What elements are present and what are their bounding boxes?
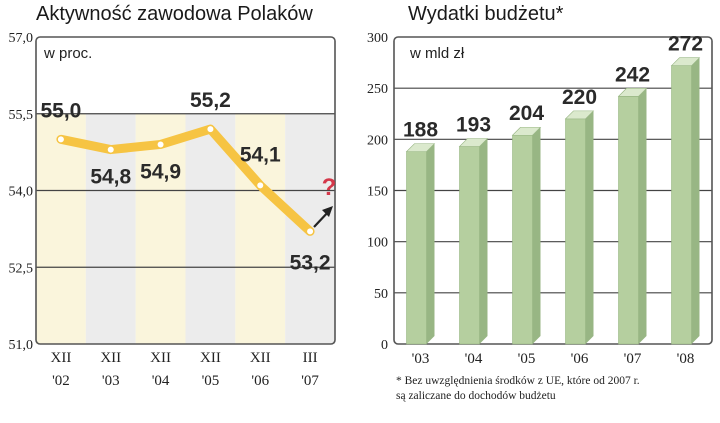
- activity-x-tick-line2: '05: [202, 373, 220, 389]
- budget-chart-x-ticks: '03 '04 '05 '06 '07 '08: [412, 351, 695, 367]
- activity-point-2: [157, 141, 164, 148]
- activity-y-tick: 54,0: [9, 185, 34, 200]
- activity-chart: Aktywność zawodowa Polaków w proc. 51,05…: [9, 3, 337, 389]
- budget-chart-frame: [393, 36, 713, 345]
- budget-y-tick: 0: [381, 338, 388, 353]
- activity-chart-frame: [35, 36, 336, 345]
- activity-x-tick-line2: '07: [301, 373, 319, 389]
- activity-band-0: [36, 113, 86, 344]
- activity-band-2: [135, 113, 186, 344]
- activity-x-tick-line1: III: [303, 350, 318, 366]
- activity-series-line: [56, 124, 315, 236]
- budget-chart-title: Wydatki budżetu*: [408, 3, 564, 25]
- activity-data-label-4: 54,1: [240, 143, 281, 166]
- budget-data-label-2: 204: [509, 102, 544, 125]
- budget-chart-data-labels: 188 193 204 220 242 272: [403, 33, 703, 142]
- activity-chart-x-ticks: XII '02 XII '03 XII '04 XII '05 XII '06 III '07: [51, 350, 320, 389]
- activity-y-tick: 51,0: [9, 338, 34, 353]
- activity-x-tick-line1: XII: [100, 350, 121, 366]
- activity-chart-series: [56, 124, 315, 236]
- activity-point-5: [307, 228, 314, 235]
- budget-chart: Wydatki budżetu* w mld zł 0 50 100 150 200 25…: [367, 3, 713, 402]
- budget-bar-5: [670, 57, 701, 345]
- budget-y-tick: 300: [367, 31, 388, 46]
- activity-chart-y-ticks: 51,0 52,5 54,0 55,5 57,0: [9, 31, 34, 353]
- activity-x-tick-line1: XII: [51, 350, 72, 366]
- budget-data-label-3: 220: [562, 86, 597, 109]
- activity-chart-data-labels: 55,0 54,8 54,9 55,2 54,1 53,2: [40, 89, 330, 274]
- budget-y-tick: 100: [367, 236, 388, 251]
- budget-x-tick-5: '08: [677, 351, 695, 367]
- budget-data-label-1: 193: [456, 113, 491, 136]
- activity-x-tick-line2: '06: [251, 373, 269, 389]
- activity-data-label-1: 54,8: [90, 166, 131, 189]
- activity-x-tick-line2: '02: [52, 373, 70, 389]
- activity-data-label-3: 55,2: [190, 89, 231, 112]
- budget-y-tick: 50: [374, 287, 388, 302]
- activity-x-tick-line2: '03: [102, 373, 120, 389]
- activity-data-label-2: 54,9: [140, 160, 181, 183]
- budget-bar-4: [617, 88, 648, 345]
- budget-x-tick-4: '07: [624, 351, 642, 367]
- activity-chart-bands: [36, 113, 335, 344]
- budget-chart-bars: [405, 57, 701, 345]
- budget-x-tick-3: '06: [571, 351, 589, 367]
- budget-y-tick: 150: [367, 185, 388, 200]
- budget-chart-unit: w mld zł: [409, 45, 465, 62]
- budget-chart-footnote-line-1: * Bez uwzględnienia środków z UE, które …: [396, 375, 640, 387]
- budget-y-tick: 250: [367, 82, 388, 97]
- budget-x-tick-1: '04: [465, 351, 483, 367]
- activity-point-1: [107, 146, 114, 153]
- activity-x-tick-line1: XII: [200, 350, 221, 366]
- activity-data-label-0: 55,0: [40, 99, 81, 122]
- budget-data-label-4: 242: [615, 63, 650, 86]
- activity-band-4: [235, 113, 286, 344]
- activity-y-tick: 52,5: [9, 261, 34, 276]
- budget-bar-3: [564, 110, 595, 345]
- budget-bar-0: [405, 143, 436, 345]
- activity-chart-question-mark: ?: [322, 174, 337, 201]
- trend-arrow-icon: [313, 206, 333, 228]
- budget-x-tick-2: '05: [518, 351, 536, 367]
- budget-data-label-5: 272: [668, 33, 703, 56]
- budget-bar-2: [511, 126, 542, 345]
- budget-data-label-0: 188: [403, 119, 438, 142]
- activity-y-tick: 57,0: [9, 31, 34, 46]
- budget-bar-1: [458, 138, 489, 345]
- budget-chart-gridlines: [394, 87, 712, 294]
- budget-chart-y-ticks: 0 50 100 150 200 250 300: [367, 31, 388, 353]
- activity-x-tick-line1: XII: [250, 350, 271, 366]
- budget-y-tick: 200: [367, 133, 388, 148]
- activity-chart-unit: w proc.: [43, 45, 92, 62]
- activity-point-0: [57, 136, 64, 143]
- activity-data-label-5: 53,2: [290, 251, 331, 274]
- budget-x-tick-0: '03: [412, 351, 430, 367]
- activity-point-4: [257, 182, 264, 189]
- activity-point-3: [207, 126, 214, 133]
- activity-x-tick-line2: '04: [152, 373, 170, 389]
- activity-y-tick: 55,5: [9, 108, 34, 123]
- activity-x-tick-line1: XII: [150, 350, 171, 366]
- budget-chart-footnote-line-2: są zaliczane do dochodów budżetu: [396, 390, 556, 402]
- activity-chart-title: Aktywność zawodowa Polaków: [36, 3, 313, 25]
- activity-chart-gridlines: [36, 113, 335, 268]
